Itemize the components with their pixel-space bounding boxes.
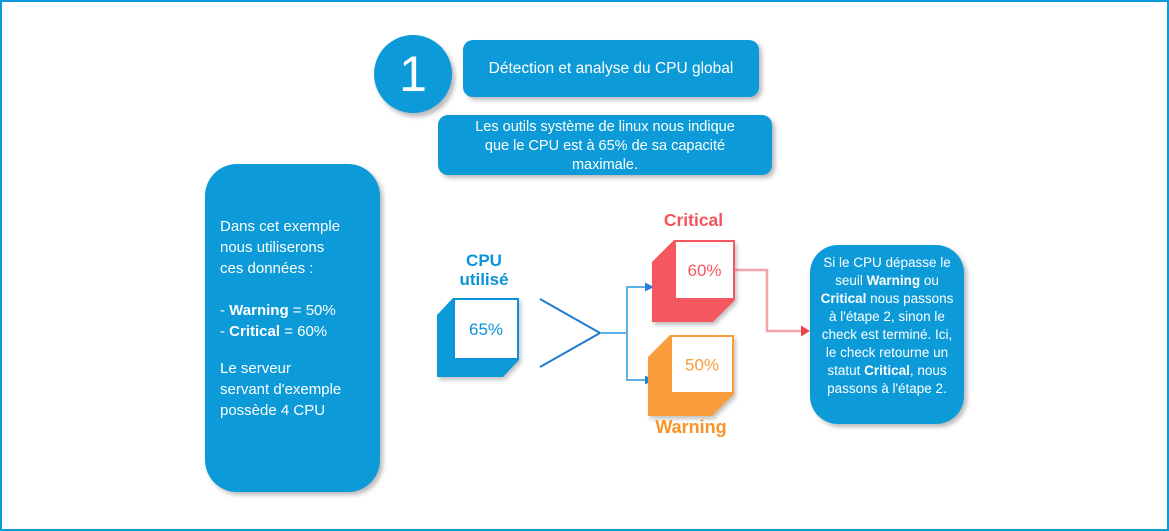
info-line: que le CPU est à 65% de sa capacité — [484, 138, 726, 154]
intro-line: nous utiliserons — [220, 239, 325, 256]
critical-threshold-line: - Critical = 60% — [220, 321, 370, 342]
spacer — [220, 279, 370, 300]
outro-line: Le serveur — [220, 360, 291, 377]
critical-label: Critical — [663, 210, 724, 230]
critical-word: Critical — [229, 323, 281, 340]
critical-value: = 60% — [280, 323, 328, 340]
conclusion-text: Si le CPU dépasse le seuil — [823, 255, 951, 288]
cpu-used-label: CPU utilisé — [459, 251, 509, 289]
step-number-circle: 1 — [374, 35, 452, 113]
cpu-value: 65% — [469, 320, 503, 339]
example-data-panel: Dans cet exemple nous utiliserons ces do… — [205, 164, 380, 492]
branch-to-warning-line — [626, 333, 645, 381]
warning-label: Warning — [655, 417, 727, 437]
conclusion-critical-word: Critical — [820, 291, 867, 306]
intro-line: ces données : — [220, 260, 314, 277]
outro-line: possède 4 CPU — [220, 402, 326, 419]
step-title: Détection et analyse du CPU global — [488, 59, 734, 77]
warning-value: = 50% — [288, 302, 336, 319]
dash: - — [220, 323, 230, 340]
branch-to-critical-line — [600, 286, 645, 334]
dash: - — [220, 302, 230, 319]
warning-threshold-line: - Warning = 50% — [220, 300, 370, 321]
info-line: Les outils système de linux nous indique — [475, 119, 735, 135]
cpu-box-front-face — [453, 298, 519, 360]
conclusion-warning-word: Warning — [866, 273, 921, 288]
step-title-box: Détection et analyse du CPU global — [463, 40, 759, 97]
intro-line: Dans cet exemple — [220, 218, 341, 235]
critical-to-conclusion-line — [735, 268, 801, 333]
conclusion-panel: Si le CPU dépasse le seuil Warning ou Cr… — [810, 245, 964, 424]
critical-arrowhead-icon — [645, 282, 654, 292]
conclusion-critical-word: Critical — [864, 363, 910, 378]
info-box: Les outils système de linux nous indique… — [438, 115, 772, 175]
critical-box-front-face — [674, 240, 735, 300]
info-line: maximale. — [571, 157, 639, 173]
conclusion-text: , nous passons à l'étape 2. — [827, 363, 947, 396]
cpu-3d-box: 65% — [437, 298, 519, 377]
conclusion-text: ou — [920, 273, 939, 288]
conclusion-text: nous passons à l'étape 2, sinon le check… — [821, 291, 954, 378]
merge-chevron-line — [539, 298, 603, 368]
conclusion-arrowhead-icon — [801, 325, 810, 337]
outro-line: servant d'exemple — [220, 381, 342, 398]
warning-value: 50% — [685, 356, 719, 375]
warning-3d-box: 50% — [648, 335, 734, 416]
warning-word: Warning — [229, 302, 289, 319]
critical-value: 60% — [687, 261, 721, 280]
step-number: 1 — [399, 46, 427, 102]
warning-box-front-face — [670, 335, 734, 394]
critical-3d-box: 60% — [652, 240, 735, 322]
spacer — [220, 342, 370, 358]
